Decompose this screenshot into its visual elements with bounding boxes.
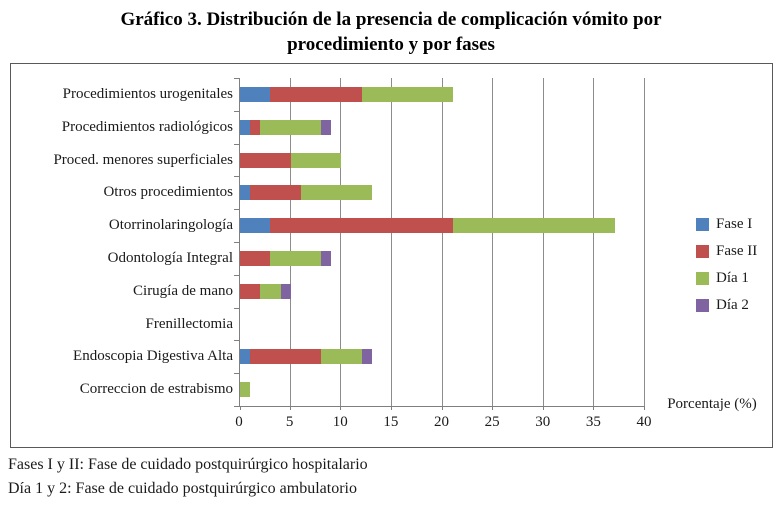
- legend: Fase I Fase II Día 1 Día 2: [696, 215, 757, 323]
- bar-segment-dia-1-cirugia-de-mano: [260, 283, 281, 299]
- bar-segment-fase-ii-endoscopia-digestiva-alta: [250, 349, 321, 365]
- bar-segment-dia-1-proced-menores-superficiales: [290, 152, 342, 168]
- chart-title-line-1: Gráfico 3. Distribución de la presencia …: [120, 9, 662, 30]
- bar-segment-fase-i-endoscopia-digestiva-alta: [240, 349, 251, 365]
- legend-item-fase-ii: Fase II: [696, 242, 757, 261]
- bar-segment-dia-1-endoscopia-digestiva-alta: [321, 349, 362, 365]
- x-axis-tick: [441, 406, 443, 410]
- legend-item-fase-i: Fase I: [696, 215, 757, 234]
- bar-segment-fase-ii-procedimientos-urogenitales: [270, 86, 362, 102]
- footnote-dias: Día 1 y 2: Fase de cuidado postquirúrgic…: [8, 480, 357, 497]
- bar-segment-fase-i-otros-procedimientos: [240, 185, 251, 201]
- y-axis-tick: [234, 308, 239, 309]
- x-axis-tick: [340, 406, 342, 410]
- x-tick-label-20: 20: [434, 414, 449, 430]
- y-axis-tick: [234, 340, 239, 341]
- bar-segment-fase-ii-otros-procedimientos: [250, 185, 301, 201]
- category-label-procedimientos-urogenitales: Procedimientos urogenitales: [62, 86, 233, 102]
- bar-segment-dia-1-correccion-de-estrabismo: [240, 382, 251, 398]
- x-axis-tick: [542, 406, 544, 410]
- y-axis-tick: [234, 209, 239, 210]
- category-label-otorrinolaringologia: Otorrinolaringología: [108, 217, 233, 234]
- gridline-x-5: [289, 78, 291, 406]
- y-axis-tick: [234, 275, 239, 276]
- x-tick-label-35: 35: [585, 414, 601, 430]
- chart-title-line-2: procedimiento y por fases: [287, 34, 495, 55]
- category-label-proced-menores-superficiales: Proced. menores superficiales: [53, 151, 233, 168]
- category-label-procedimientos-radiologicos: Procedimientos radiológicos: [61, 118, 233, 135]
- legend-swatch-icon: [696, 245, 709, 258]
- y-axis-tick: [234, 176, 239, 177]
- y-axis-tick: [234, 242, 239, 243]
- bar-segment-fase-i-procedimientos-radiologicos: [240, 119, 251, 135]
- chart-frame: Procedimientos urogenitales Procedimiento…: [10, 63, 773, 448]
- x-axis-tick: [289, 406, 291, 410]
- legend-label: Día 1: [716, 270, 749, 286]
- bar-segment-dia-2-endoscopia-digestiva-alta: [361, 349, 372, 365]
- bar-segment-dia-1-procedimientos-radiologicos: [260, 119, 321, 135]
- bar-segment-dia-1-otros-procedimientos: [300, 185, 372, 201]
- x-tick-label-10: 10: [332, 414, 348, 430]
- bar-segment-dia-2-cirugia-de-mano: [280, 283, 291, 299]
- x-tick-label-5: 5: [285, 414, 294, 430]
- legend-item-dia-1: Día 1: [696, 269, 757, 288]
- bar-segment-fase-ii-procedimientos-radiologicos: [250, 119, 261, 135]
- x-tick-label-25: 25: [484, 414, 500, 430]
- footnote-fases: Fases I y II: Fase de cuidado postquirúr…: [8, 456, 368, 473]
- gridline-x-30: [542, 78, 544, 406]
- category-label-otros-procedimientos: Otros procedimientos: [103, 184, 233, 201]
- y-axis-tick: [234, 406, 239, 407]
- y-axis-tick: [234, 144, 239, 145]
- gridline-x-10: [340, 78, 342, 406]
- y-axis-tick: [234, 373, 239, 374]
- bar-segment-fase-i-otorrinolaringologia: [240, 218, 271, 234]
- x-axis-tick: [593, 406, 595, 410]
- category-label-odontologia-integral: Odontología Integral: [107, 250, 233, 266]
- bar-segment-dia-1-otorrinolaringologia: [452, 218, 615, 234]
- legend-label: Fase I: [716, 216, 753, 232]
- x-axis-tick: [492, 406, 494, 410]
- gridline-x-20: [441, 78, 443, 406]
- legend-label: Fase II: [716, 243, 758, 259]
- x-axis-title: Porcentaje (%): [667, 396, 757, 412]
- bar-segment-fase-ii-proced-menores-superficiales: [240, 152, 291, 168]
- gridline-x-40: [644, 78, 645, 406]
- bar-segment-fase-ii-cirugia-de-mano: [240, 283, 261, 299]
- y-axis-tick: [234, 111, 239, 112]
- category-label-cirugia-de-mano: Cirugía de mano: [133, 282, 233, 299]
- x-axis-tick: [644, 406, 645, 410]
- bar-segment-fase-ii-otorrinolaringologia: [270, 218, 453, 234]
- x-tick-label-40: 40: [636, 414, 652, 430]
- bar-segment-dia-1-procedimientos-urogenitales: [361, 86, 453, 102]
- gridline-x-15: [390, 78, 392, 406]
- x-axis-tick: [390, 406, 392, 410]
- category-axis-labels: Procedimientos urogenitales Procedimiento…: [15, 78, 233, 406]
- legend-label: Día 2: [716, 297, 749, 313]
- category-label-endoscopia-digestiva-alta: Endoscopia Digestiva Alta: [73, 348, 233, 365]
- category-label-frenillectomia: Frenillectomia: [145, 315, 233, 332]
- y-axis-tick: [234, 78, 239, 79]
- legend-swatch-icon: [696, 272, 709, 285]
- bar-segment-fase-i-procedimientos-urogenitales: [240, 86, 271, 102]
- chart-title: Gráfico 3. Distribución de la presencia …: [0, 7, 782, 57]
- bar-segment-dia-2-odontologia-integral: [321, 250, 332, 266]
- x-tick-label-30: 30: [535, 414, 551, 430]
- x-tick-label-15: 15: [383, 414, 399, 430]
- x-tick-label-0: 0: [235, 414, 243, 430]
- gridline-x-25: [492, 78, 494, 406]
- x-axis-tick: [240, 406, 241, 410]
- legend-swatch-icon: [696, 299, 709, 312]
- gridline-x-35: [593, 78, 595, 406]
- bar-segment-fase-ii-odontologia-integral: [240, 250, 271, 266]
- legend-item-dia-2: Día 2: [696, 296, 757, 315]
- x-axis-tick-labels: 0 5 10 15 20 25 30 35 40: [235, 414, 659, 434]
- category-label-correccion-de-estrabismo: Correccion de estrabismo: [79, 381, 233, 398]
- bar-segment-dia-1-odontologia-integral: [270, 250, 321, 266]
- plot-area: [234, 78, 645, 410]
- bar-segment-dia-2-procedimientos-radiologicos: [321, 119, 332, 135]
- legend-swatch-icon: [696, 218, 709, 231]
